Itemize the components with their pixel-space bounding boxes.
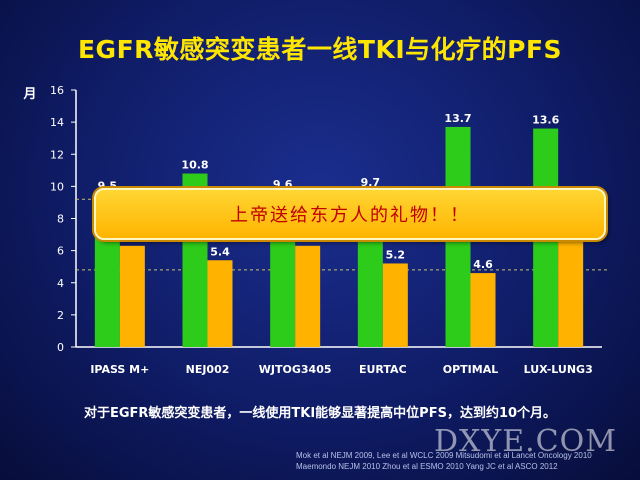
category-label: LUX-LUNG3 xyxy=(524,363,593,376)
bar xyxy=(382,263,408,347)
slide-caption: 对于EGFR敏感突变患者，一线使用TKI能够显著提高中位PFS，达到约10个月。 xyxy=(83,406,557,421)
y-tick-label: 10 xyxy=(50,180,64,193)
y-tick-label: 12 xyxy=(50,148,64,161)
bar xyxy=(119,245,145,347)
y-tick-label: 14 xyxy=(50,116,64,129)
reference-line-2: Maemondo NEJM 2010 Zhou et al ESMO 2010 … xyxy=(296,462,558,471)
y-tick-label: 2 xyxy=(57,309,64,322)
callout-text: 上帝送给东方人的礼物！！ xyxy=(230,205,470,226)
category-label: WJTOG3405 xyxy=(259,363,332,376)
bar xyxy=(558,236,584,347)
reference-line-1: Mok et al NEJM 2009, Lee et al WCLC 2009… xyxy=(296,451,592,460)
category-label: EURTAC xyxy=(359,363,407,376)
data-label: 13.7 xyxy=(444,112,471,125)
bar xyxy=(470,273,496,347)
data-label: 9.7 xyxy=(361,176,381,189)
data-label: 13.6 xyxy=(532,114,559,127)
category-label: NEJ002 xyxy=(186,363,230,376)
y-tick-label: 8 xyxy=(57,213,64,226)
y-tick-label: 16 xyxy=(50,84,64,97)
watermark: DXYE.COM xyxy=(434,424,617,459)
category-label: IPASS M+ xyxy=(90,363,149,376)
data-label: 4.6 xyxy=(473,258,493,271)
category-label: OPTIMAL xyxy=(443,363,498,376)
slide-title: EGFR敏感突变患者一线TKI与化疗的PFS xyxy=(77,35,563,64)
data-label: 10.8 xyxy=(181,159,208,172)
y-tick-label: 0 xyxy=(57,341,64,354)
y-tick-label: 6 xyxy=(57,245,64,258)
data-label: 5.2 xyxy=(386,248,406,261)
bar xyxy=(295,245,321,347)
bar xyxy=(207,260,233,347)
references: Mok et al NEJM 2009, Lee et al WCLC 2009… xyxy=(296,450,636,472)
y-axis-label: 月 xyxy=(22,87,36,102)
callout-box: 上帝送给东方人的礼物！！ xyxy=(94,188,606,240)
data-label: 5.4 xyxy=(210,245,230,258)
y-tick-label: 4 xyxy=(57,277,64,290)
data-label: 9.6 xyxy=(273,178,293,191)
